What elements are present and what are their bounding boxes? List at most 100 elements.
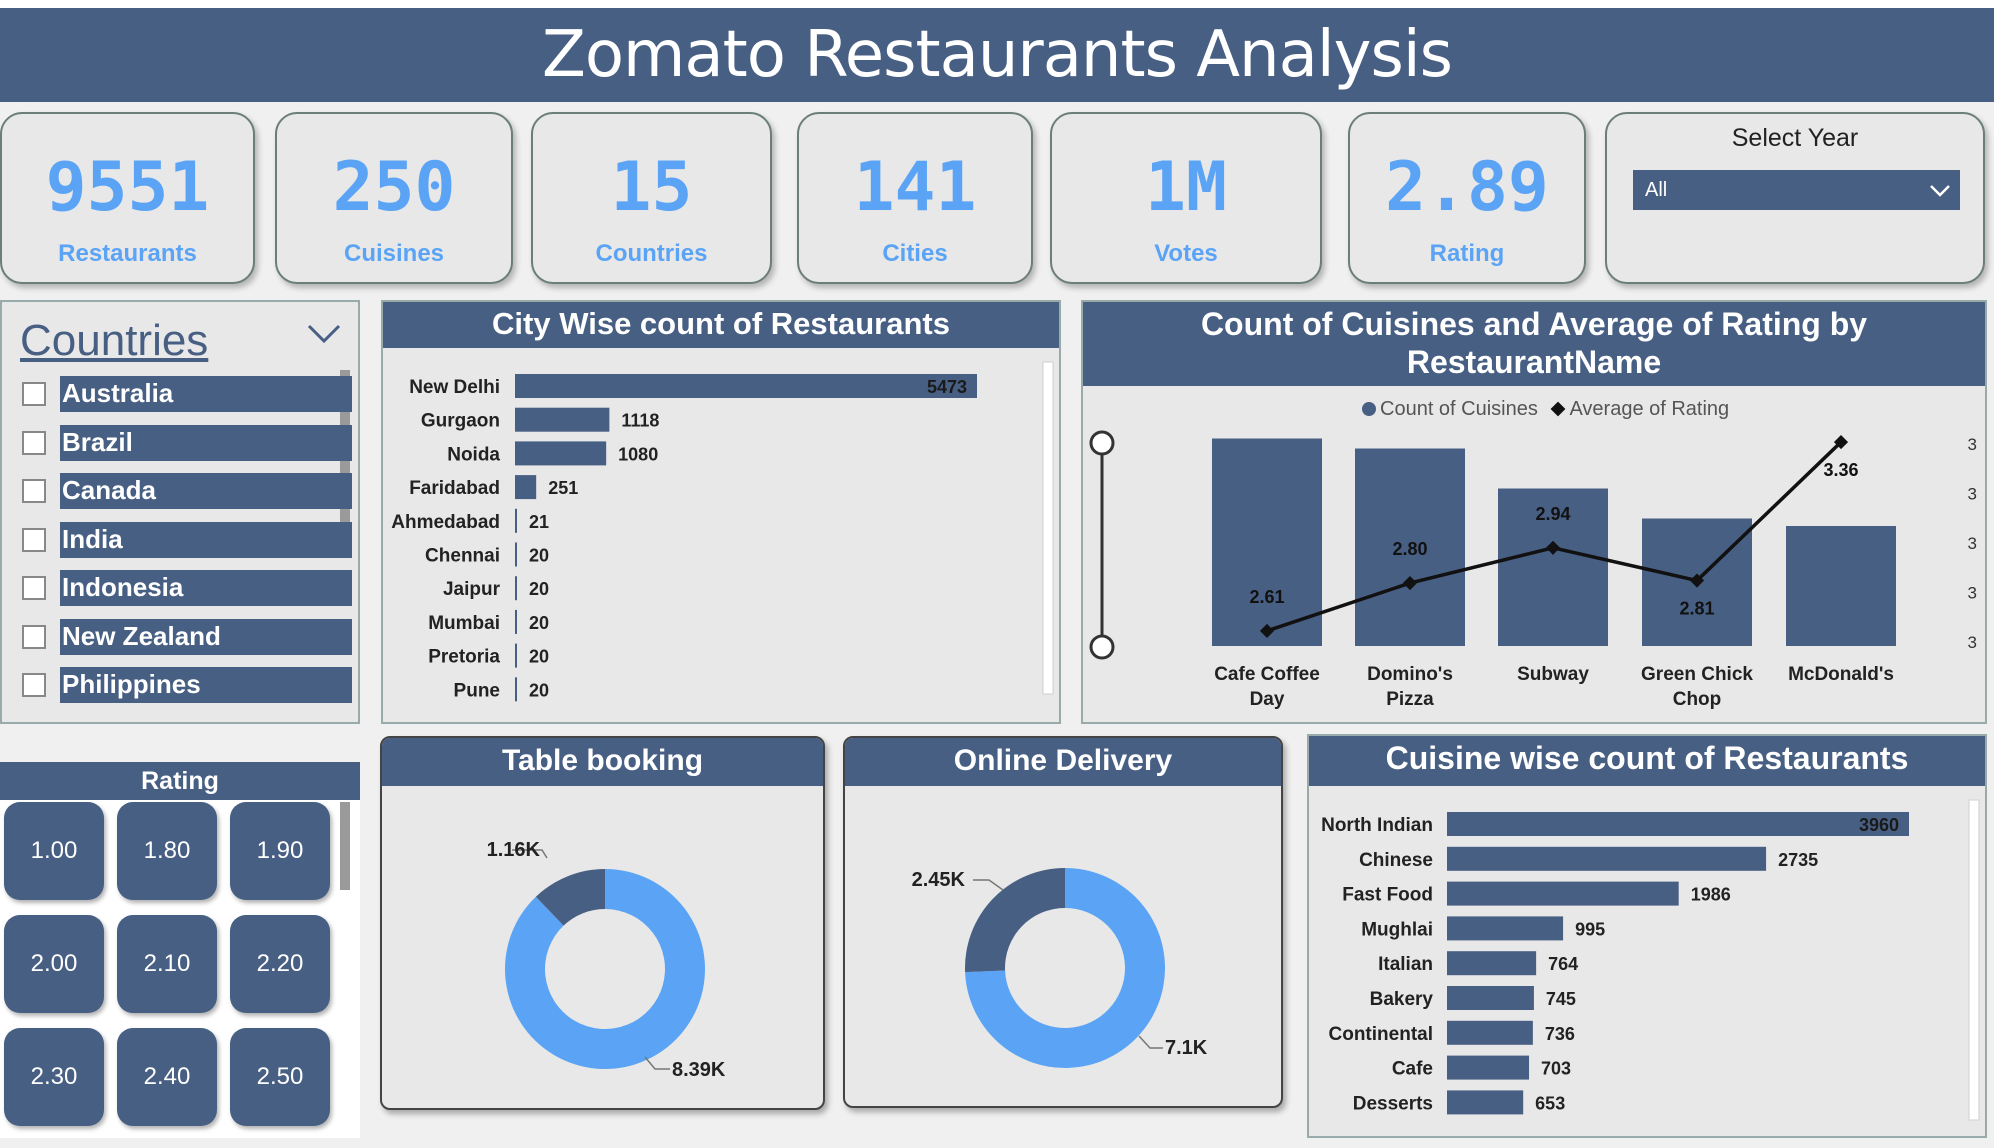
bar[interactable] (515, 677, 517, 702)
country-option[interactable]: India (20, 521, 354, 558)
rating-option[interactable]: 1.90 (230, 802, 330, 900)
page-title: Zomato Restaurants Analysis (542, 18, 1453, 92)
bar[interactable] (515, 441, 607, 466)
rating-slicer-title: Rating (0, 762, 360, 800)
rating-option[interactable]: 1.80 (117, 802, 217, 900)
bar[interactable] (515, 407, 610, 432)
line-marker[interactable] (1833, 434, 1849, 450)
rating-option[interactable]: 2.30 (4, 1028, 104, 1126)
rating-option[interactable]: 2.10 (117, 915, 217, 1013)
kpi-card-cities: 141 Cities (797, 112, 1033, 284)
category-label: Chinese (1359, 850, 1433, 871)
checkbox[interactable] (22, 430, 46, 455)
year-filter-card: Select Year All (1605, 112, 1985, 284)
checkbox[interactable] (22, 527, 46, 552)
bar[interactable] (515, 643, 517, 668)
bar[interactable] (1212, 438, 1322, 647)
data-label: 20 (529, 579, 549, 599)
category-label: Pune (454, 680, 500, 701)
category-label: Faridabad (409, 478, 500, 499)
data-label: 1986 (1691, 885, 1731, 905)
country-option[interactable]: Philippines (20, 667, 354, 703)
scrollbar[interactable] (1968, 799, 1980, 1121)
category-label: Mughlai (1361, 919, 1433, 940)
bar[interactable] (515, 475, 537, 500)
axis-tick-label: 3 (1968, 534, 1977, 553)
donut-slice-no[interactable] (965, 868, 1165, 1068)
chevron-down-icon[interactable] (306, 322, 342, 346)
bar[interactable] (515, 508, 517, 533)
checkbox[interactable] (22, 673, 46, 697)
kpi-label: Rating (1429, 240, 1505, 267)
data-label: 2735 (1778, 850, 1818, 870)
category-label: Mumbai (428, 613, 500, 634)
online-delivery-panel: Online Delivery 2.45K 7.1K No Yes (843, 736, 1283, 1108)
scrollbar[interactable] (1042, 361, 1054, 695)
category-label: Cafe Coffee (1214, 664, 1320, 685)
data-label: 20 (529, 680, 549, 700)
data-label: 3.36 (1823, 460, 1858, 480)
country-option-label: India (60, 521, 352, 558)
country-option[interactable]: New Zealand (20, 618, 354, 655)
range-slider-handle[interactable] (1089, 430, 1115, 456)
checkbox[interactable] (22, 576, 46, 600)
year-filter-title: Select Year (1731, 124, 1859, 152)
country-option[interactable]: Australia (20, 376, 354, 412)
line-marker[interactable] (1259, 623, 1275, 638)
checkbox[interactable] (22, 624, 46, 649)
line-marker[interactable] (1545, 540, 1561, 555)
year-dropdown-value: All (1645, 179, 1668, 201)
bar[interactable] (515, 576, 517, 601)
country-option[interactable]: Canada (20, 473, 354, 509)
rating-option[interactable]: 2.00 (4, 915, 104, 1013)
rating-option[interactable]: 2.50 (230, 1028, 330, 1126)
bar[interactable] (515, 609, 517, 634)
data-label: 995 (1575, 919, 1605, 939)
bar[interactable] (1447, 951, 1537, 976)
line-marker[interactable] (1402, 575, 1418, 591)
country-option-label: Philippines (60, 667, 352, 703)
bar[interactable] (1447, 986, 1534, 1010)
title-bar: Zomato Restaurants Analysis (0, 8, 1994, 102)
bar[interactable] (1447, 881, 1679, 906)
category-label: Green Chick (1641, 664, 1753, 685)
country-option-label: Indonesia (60, 570, 352, 606)
bar[interactable] (1447, 1090, 1524, 1115)
bar[interactable] (1447, 812, 1909, 836)
checkbox[interactable] (22, 479, 46, 503)
checkbox[interactable] (22, 382, 46, 406)
table-booking-panel: Table booking 1.16K 8.39K No Yes (380, 736, 825, 1110)
cuisine-chart: North Indian 3960 Chinese 2735 Fast Food 1986… (1321, 799, 1980, 1121)
legend-label: Yes (626, 1106, 659, 1108)
kpi-value: 2.89 (1385, 148, 1549, 227)
bar[interactable] (515, 542, 517, 567)
bar[interactable] (1447, 1055, 1530, 1080)
country-option[interactable]: Indonesia (20, 570, 354, 606)
kpi-card-cuisines: 250 Cuisines (275, 112, 513, 284)
leader-line (512, 849, 548, 859)
rating-option[interactable]: 2.40 (117, 1028, 217, 1126)
donut-slice-yes[interactable] (535, 869, 605, 926)
range-slider-handle[interactable] (1089, 634, 1115, 660)
cuisines-rating-chart-panel: Count of Cuisines and Average of Rating … (1081, 300, 1987, 724)
bar[interactable] (1786, 526, 1896, 646)
donut-slice-no[interactable] (505, 869, 705, 1069)
rating-slicer: Rating 1.00 1.80 1.90 2.00 2.10 2.20 2.30 2.40 2… (0, 762, 360, 1138)
rating-option[interactable]: 2.20 (230, 915, 330, 1013)
donut-slice-yes[interactable] (965, 868, 1065, 973)
bar[interactable] (1447, 1020, 1533, 1045)
kpi-card-restaurants: 9551 Restaurants (0, 112, 255, 284)
bar[interactable] (1498, 488, 1608, 647)
bar[interactable] (1355, 448, 1465, 647)
category-label: Pretoria (428, 647, 500, 668)
legend-label: No (566, 1106, 592, 1108)
line-marker[interactable] (1689, 573, 1705, 588)
bar[interactable] (515, 374, 977, 398)
data-label: 745 (1546, 989, 1576, 1009)
country-option[interactable]: Brazil (20, 424, 354, 461)
rating-scrollbar[interactable] (340, 802, 350, 890)
rating-option[interactable]: 1.00 (4, 802, 104, 900)
bar[interactable] (1447, 846, 1767, 871)
bar[interactable] (1447, 916, 1564, 941)
year-dropdown[interactable]: All (1633, 170, 1960, 210)
